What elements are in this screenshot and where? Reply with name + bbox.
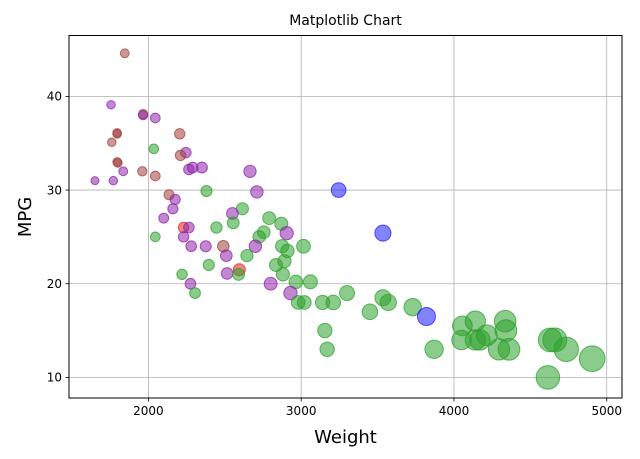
data-point (497, 337, 521, 361)
data-point (330, 182, 347, 198)
data-points (90, 48, 606, 390)
data-point (137, 166, 148, 177)
data-point (149, 231, 161, 243)
data-point (220, 249, 233, 262)
x-tick-label: 5000 (591, 404, 622, 418)
data-point (416, 307, 436, 327)
data-point (176, 268, 188, 281)
data-point (578, 345, 606, 372)
data-point (112, 129, 122, 139)
data-point (185, 240, 198, 253)
data-point (248, 239, 263, 253)
x-tick-label: 2000 (133, 404, 164, 418)
data-point (317, 322, 333, 339)
data-point (296, 238, 311, 254)
data-point (339, 285, 355, 302)
data-point (149, 112, 161, 124)
data-point (169, 193, 181, 206)
data-point (279, 226, 294, 241)
data-point (494, 319, 518, 342)
data-point (232, 267, 246, 281)
data-point (184, 277, 197, 290)
y-axis-label: MPG (15, 197, 36, 237)
data-point (262, 211, 277, 226)
data-point (200, 184, 213, 198)
data-point (535, 365, 561, 390)
data-point (177, 231, 190, 243)
data-point (106, 100, 116, 110)
data-point (113, 158, 123, 168)
data-point (199, 240, 212, 253)
plot-frame (68, 35, 623, 399)
data-point (108, 175, 119, 186)
x-axis-label: Weight (314, 427, 377, 448)
data-point (263, 276, 278, 291)
data-point (90, 176, 100, 186)
y-tick-label: 40 (47, 90, 62, 104)
chart-title: Matplotlib Chart (289, 13, 402, 29)
data-point (189, 287, 201, 299)
data-point (296, 295, 312, 310)
x-tick-label: 4000 (439, 404, 470, 418)
data-point (183, 163, 195, 176)
data-point (361, 303, 379, 321)
data-point (174, 149, 187, 162)
data-point (226, 216, 240, 230)
data-point (379, 293, 397, 312)
y-tick-label: 10 (47, 371, 62, 385)
data-point (167, 203, 179, 215)
data-point (158, 212, 170, 224)
data-point (269, 257, 283, 272)
data-point (148, 143, 160, 155)
axis-ticks: 2000 3000 4000 5000 10 20 30 40 (47, 90, 622, 418)
data-point (107, 137, 117, 148)
data-point (250, 185, 264, 199)
data-point (174, 128, 186, 140)
data-point (374, 224, 392, 242)
data-point (469, 329, 491, 351)
y-tick-label: 20 (47, 277, 62, 291)
data-point (220, 267, 234, 280)
data-point (210, 221, 223, 234)
data-point (195, 161, 208, 174)
data-point (302, 274, 318, 290)
data-point (424, 339, 444, 359)
data-point (275, 267, 290, 282)
data-point (149, 170, 161, 182)
data-point (243, 164, 257, 178)
data-point (553, 336, 579, 363)
data-point (283, 285, 298, 301)
y-tick-label: 30 (47, 183, 62, 197)
data-point (202, 258, 215, 272)
data-point (403, 297, 422, 317)
data-point (319, 341, 335, 357)
data-point (240, 249, 254, 263)
data-point (183, 221, 195, 234)
x-tick-label: 3000 (286, 404, 317, 418)
data-point (119, 48, 130, 59)
data-point (118, 166, 129, 177)
data-point (325, 294, 342, 311)
data-point (137, 109, 149, 121)
